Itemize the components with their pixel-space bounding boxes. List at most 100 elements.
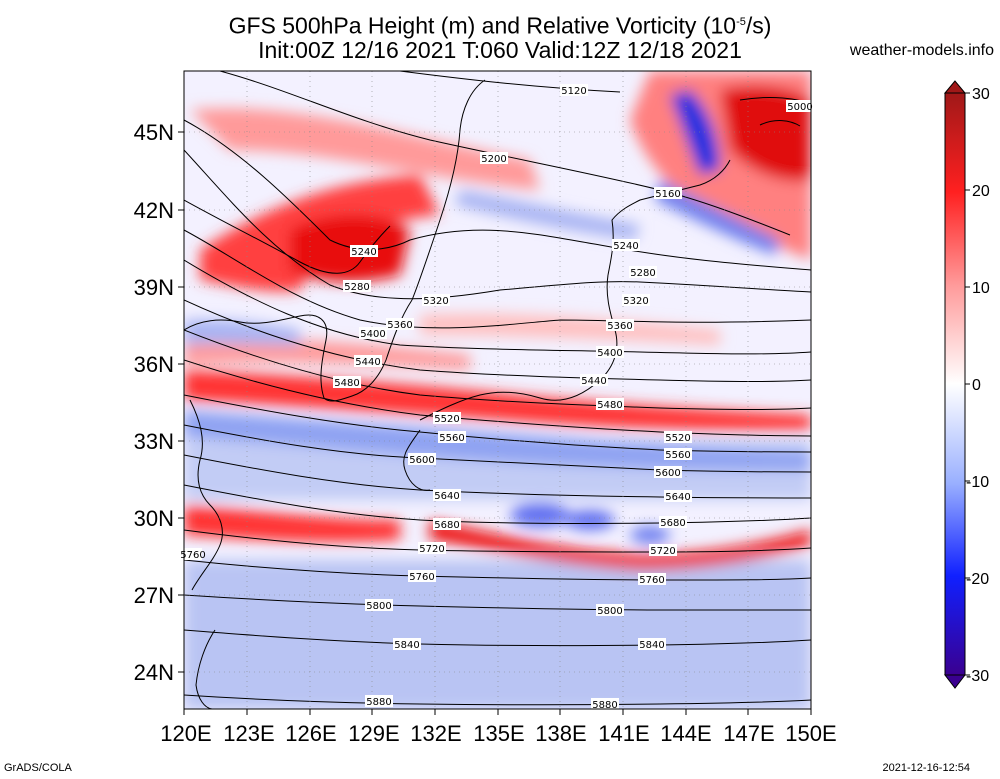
colorbar-bar bbox=[944, 92, 966, 676]
colorbar-label: -20 bbox=[966, 571, 989, 588]
svg-text:5400: 5400 bbox=[360, 329, 385, 340]
svg-text:5280: 5280 bbox=[344, 282, 369, 293]
lat-label: 39N bbox=[134, 275, 174, 300]
colorbar-bottom-arrow bbox=[943, 674, 967, 689]
lat-label: 45N bbox=[134, 120, 174, 145]
svg-text:5480: 5480 bbox=[597, 400, 622, 411]
contour-label: 5800 bbox=[596, 604, 624, 617]
contour-label: 5880 bbox=[365, 695, 393, 708]
lon-label: 135E bbox=[473, 721, 524, 746]
contour-label: 5440 bbox=[354, 355, 382, 368]
lon-label: 132E bbox=[410, 721, 461, 746]
contour-label: 5320 bbox=[422, 294, 450, 307]
contour-label: 5760 bbox=[180, 548, 206, 561]
svg-text:5480: 5480 bbox=[334, 378, 359, 389]
contour-label: 5560 bbox=[438, 431, 466, 444]
contour-label: 5520 bbox=[433, 412, 461, 425]
svg-text:5000: 5000 bbox=[787, 102, 812, 113]
contour-label: 5160 bbox=[654, 187, 682, 200]
lon-label: 126E bbox=[285, 721, 336, 746]
svg-text:5440: 5440 bbox=[355, 357, 380, 368]
vorticity-field bbox=[184, 71, 811, 709]
contour-label: 5320 bbox=[622, 294, 650, 307]
svg-text:5880: 5880 bbox=[592, 700, 617, 711]
lat-label: 33N bbox=[134, 429, 174, 454]
height-contours bbox=[184, 71, 811, 706]
lon-label: 123E bbox=[223, 721, 274, 746]
svg-text:5600: 5600 bbox=[409, 455, 434, 466]
svg-text:5240: 5240 bbox=[613, 241, 638, 252]
colorbar: 30 20 10 0 -10 -20 -30 bbox=[943, 80, 990, 689]
contour-label: 5840 bbox=[638, 638, 666, 651]
lon-label: 147E bbox=[723, 721, 774, 746]
svg-text:5760: 5760 bbox=[180, 550, 205, 561]
contour-label: 5440 bbox=[580, 374, 608, 387]
contour-label: 5800 bbox=[365, 599, 393, 612]
colorbar-label: -30 bbox=[966, 668, 989, 685]
chart-title-line2: Init:00Z 12/16 2021 T:060 Valid:12Z 12/1… bbox=[258, 37, 742, 63]
contour-label: 5480 bbox=[333, 376, 361, 389]
svg-text:5520: 5520 bbox=[665, 433, 690, 444]
contour-label: 5400 bbox=[596, 346, 624, 359]
contour-label: 5480 bbox=[596, 398, 624, 411]
svg-text:5280: 5280 bbox=[630, 268, 655, 279]
svg-text:5880: 5880 bbox=[366, 697, 391, 708]
lat-label: 30N bbox=[134, 506, 174, 531]
svg-text:5760: 5760 bbox=[409, 572, 434, 583]
colorbar-label: -10 bbox=[966, 474, 989, 491]
contour-label: 5600 bbox=[654, 466, 682, 479]
contour-label: 5240 bbox=[612, 239, 640, 252]
site-credit: weather-models.info bbox=[849, 42, 994, 59]
contour-label: 5120 bbox=[560, 84, 588, 97]
contour-label: 5680 bbox=[433, 518, 461, 531]
svg-text:5440: 5440 bbox=[581, 376, 606, 387]
svg-text:5200: 5200 bbox=[481, 154, 506, 165]
svg-text:5320: 5320 bbox=[423, 296, 448, 307]
contour-label: 5760 bbox=[638, 573, 666, 586]
contour-label: 5360 bbox=[386, 318, 414, 331]
svg-text:5720: 5720 bbox=[650, 546, 675, 557]
contour-label: 5560 bbox=[664, 448, 692, 461]
svg-text:5560: 5560 bbox=[439, 433, 464, 444]
contour-label: 5280 bbox=[343, 280, 371, 293]
colorbar-label: 30 bbox=[972, 86, 990, 103]
contour-labels: 5120 5000 5200 5160 5240 5240 5280 5280 … bbox=[180, 84, 814, 711]
svg-text:5640: 5640 bbox=[665, 492, 690, 503]
contour-label: 5720 bbox=[418, 542, 446, 555]
svg-text:5240: 5240 bbox=[351, 247, 376, 258]
svg-text:5600: 5600 bbox=[655, 468, 680, 479]
svg-text:5560: 5560 bbox=[665, 450, 690, 461]
svg-text:5360: 5360 bbox=[387, 320, 412, 331]
svg-text:5360: 5360 bbox=[607, 321, 632, 332]
svg-text:5760: 5760 bbox=[639, 575, 664, 586]
lat-tick-labels: 45N 42N 39N 36N 33N 30N 27N 24N bbox=[134, 120, 174, 685]
svg-text:5680: 5680 bbox=[434, 520, 459, 531]
lon-label: 129E bbox=[348, 721, 399, 746]
svg-text:5160: 5160 bbox=[655, 189, 680, 200]
contour-label: 5200 bbox=[480, 152, 508, 165]
chart-title-line1: GFS 500hPa Height (m) and Relative Vorti… bbox=[228, 12, 772, 39]
contour-label: 5760 bbox=[408, 570, 436, 583]
lat-label: 42N bbox=[134, 198, 174, 223]
contour-label: 5280 bbox=[629, 266, 657, 279]
contour-label: 5640 bbox=[664, 490, 692, 503]
svg-text:5720: 5720 bbox=[419, 544, 444, 555]
colorbar-label: 0 bbox=[972, 377, 981, 394]
contour-label: 5400 bbox=[359, 327, 387, 340]
lon-label: 120E bbox=[160, 721, 211, 746]
svg-text:5320: 5320 bbox=[623, 296, 648, 307]
contour-label: 5000 bbox=[786, 100, 814, 113]
contour-label: 5520 bbox=[664, 431, 692, 444]
lat-label: 36N bbox=[134, 352, 174, 377]
lat-label: 27N bbox=[134, 583, 174, 608]
lat-label: 24N bbox=[134, 660, 174, 685]
svg-text:5800: 5800 bbox=[366, 601, 391, 612]
footer-timestamp: 2021-12-16-12:54 bbox=[882, 762, 970, 774]
contour-label: 5840 bbox=[393, 638, 421, 651]
footer-software: GrADS/COLA bbox=[4, 762, 72, 774]
contour-label: 5640 bbox=[433, 489, 461, 502]
lon-label: 138E bbox=[535, 721, 586, 746]
contour-label: 5240 bbox=[350, 245, 378, 258]
contour-label: 5720 bbox=[649, 544, 677, 557]
